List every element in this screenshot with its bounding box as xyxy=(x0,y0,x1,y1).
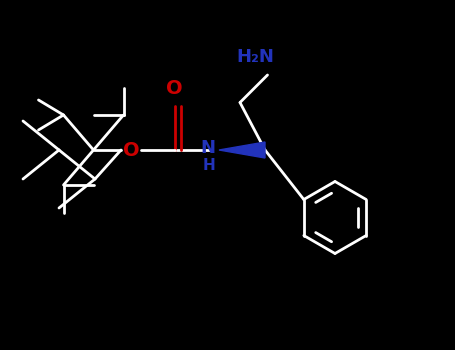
Text: N: N xyxy=(200,139,215,157)
Text: H₂N: H₂N xyxy=(236,48,274,66)
Text: O: O xyxy=(166,79,182,98)
Text: O: O xyxy=(123,140,139,160)
Text: H: H xyxy=(202,159,215,174)
Polygon shape xyxy=(219,142,265,158)
